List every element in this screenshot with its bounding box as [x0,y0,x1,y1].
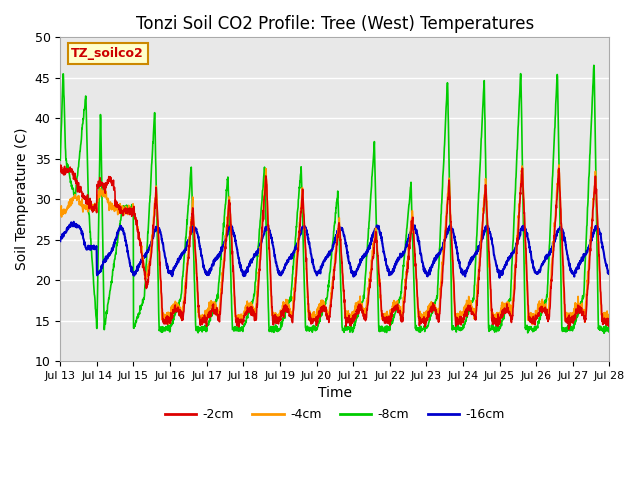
Y-axis label: Soil Temperature (C): Soil Temperature (C) [15,128,29,271]
Text: TZ_soilco2: TZ_soilco2 [71,47,144,60]
Legend: -2cm, -4cm, -8cm, -16cm: -2cm, -4cm, -8cm, -16cm [160,403,510,426]
Title: Tonzi Soil CO2 Profile: Tree (West) Temperatures: Tonzi Soil CO2 Profile: Tree (West) Temp… [136,15,534,33]
X-axis label: Time: Time [318,386,352,400]
